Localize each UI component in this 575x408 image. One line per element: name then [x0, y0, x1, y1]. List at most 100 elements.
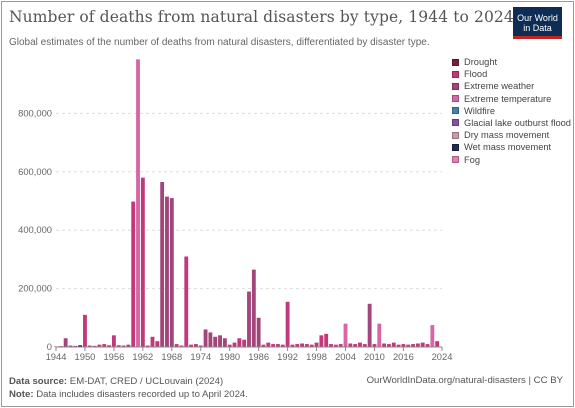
bar-1956[interactable]: [111, 335, 116, 347]
bar-2000[interactable]: [324, 333, 329, 347]
bar-1987[interactable]: [261, 344, 266, 347]
bar-1976[interactable]: [208, 332, 213, 347]
bar-1982[interactable]: [237, 338, 242, 347]
bar-1951[interactable]: [87, 345, 92, 347]
bar-1985[interactable]: [251, 269, 256, 347]
bar-2007[interactable]: [358, 342, 362, 347]
legend: Drought Flood Extreme weather Extreme tempe…: [452, 56, 571, 166]
bar-2009[interactable]: [367, 303, 372, 347]
note-label: Note:: [9, 389, 34, 400]
bar-2023[interactable]: [435, 341, 440, 347]
bar-1946[interactable]: [63, 338, 68, 347]
bar-2004[interactable]: [343, 323, 348, 347]
x-tick-label: 1950: [75, 351, 96, 362]
bar-1969[interactable]: [174, 344, 179, 347]
bar-1993[interactable]: [290, 344, 295, 347]
legend-item[interactable]: Flood: [452, 68, 571, 80]
bar-2019[interactable]: [415, 343, 420, 347]
legend-item[interactable]: Extreme temperature: [452, 93, 571, 105]
legend-item[interactable]: Fog: [452, 154, 571, 166]
bar-2013[interactable]: [386, 344, 391, 347]
bar-2016[interactable]: [401, 344, 406, 347]
bar-1988[interactable]: [266, 342, 271, 347]
bar-2001[interactable]: [329, 344, 333, 347]
legend-swatch: [452, 95, 459, 103]
bar-1971[interactable]: [184, 256, 189, 347]
bar-1980[interactable]: [227, 344, 232, 347]
legend-item[interactable]: Wildfire: [452, 105, 571, 117]
bar-2017[interactable]: [406, 344, 411, 347]
bar-1953[interactable]: [97, 344, 102, 347]
bar-1970[interactable]: [179, 345, 184, 347]
bar-1963[interactable]: [145, 345, 150, 347]
legend-item[interactable]: Drought: [452, 56, 571, 68]
bar-1968[interactable]: [169, 198, 174, 347]
bar-2006[interactable]: [353, 344, 358, 347]
legend-swatch: [452, 143, 459, 151]
legend-label: Wildfire: [464, 105, 495, 116]
bar-2020[interactable]: [420, 342, 425, 347]
bar-1979[interactable]: [222, 338, 227, 347]
bar-1954[interactable]: [102, 344, 107, 347]
source-text[interactable]: EM-DAT, CRED / UCLouvain (2024): [69, 376, 224, 387]
bar-1995[interactable]: [300, 343, 305, 347]
bar-1967[interactable]: [165, 196, 169, 347]
bar-1973[interactable]: [193, 344, 198, 347]
bar-1990[interactable]: [276, 344, 280, 347]
bar-1986[interactable]: [256, 317, 261, 347]
bar-2008[interactable]: [362, 344, 367, 347]
legend-item[interactable]: Wet mass movement: [452, 141, 571, 153]
bar-1996[interactable]: [304, 344, 309, 347]
owid-logo[interactable]: Our World in Data: [513, 7, 562, 39]
bar-2005[interactable]: [348, 343, 353, 347]
bar-1964[interactable]: [150, 336, 155, 347]
bar-1958[interactable]: [121, 345, 126, 347]
legend-item[interactable]: Glacial lake outburst flood: [452, 117, 571, 129]
bar-1962[interactable]: [140, 177, 145, 347]
bar-1957[interactable]: [116, 345, 121, 347]
bar-2014[interactable]: [391, 342, 396, 347]
bar-2015[interactable]: [396, 344, 401, 347]
bar-1974[interactable]: [198, 345, 203, 347]
bar-1955[interactable]: [107, 345, 112, 347]
bar-1975[interactable]: [203, 329, 208, 347]
bar-1994[interactable]: [295, 344, 300, 347]
bar-1981[interactable]: [232, 342, 237, 347]
bar-1991[interactable]: [280, 344, 285, 347]
bar-2010[interactable]: [372, 344, 377, 347]
bar-1960[interactable]: [131, 201, 136, 347]
x-tick-label: 1944: [46, 351, 67, 362]
bar-1999[interactable]: [319, 335, 324, 347]
bar-2002[interactable]: [333, 344, 338, 347]
bar-2003[interactable]: [338, 344, 343, 347]
bar-1977[interactable]: [213, 336, 218, 347]
bar-1983[interactable]: [242, 339, 247, 347]
bar-1959[interactable]: [126, 344, 131, 347]
bar-1997[interactable]: [309, 344, 314, 347]
bar-1952[interactable]: [92, 345, 97, 347]
bar-2012[interactable]: [382, 343, 387, 347]
bar-1972[interactable]: [189, 344, 194, 347]
bar-1948[interactable]: [73, 345, 78, 347]
bar-1998[interactable]: [314, 342, 319, 347]
bar-1989[interactable]: [271, 344, 276, 347]
bar-1949[interactable]: [78, 345, 83, 347]
bar-2011[interactable]: [377, 323, 382, 347]
bar-2021[interactable]: [425, 344, 430, 347]
bar-1950[interactable]: [83, 314, 87, 347]
bar-1984[interactable]: [247, 291, 251, 347]
bar-1965[interactable]: [155, 341, 160, 347]
x-tick-label: 2004: [335, 351, 356, 362]
bar-1947[interactable]: [68, 345, 73, 347]
x-tick-label: 1962: [132, 351, 153, 362]
footer-link[interactable]: OurWorldInData.org/natural-disasters | C…: [366, 375, 563, 386]
bar-1978[interactable]: [218, 335, 222, 347]
bar-1992[interactable]: [285, 301, 290, 347]
bar-2018[interactable]: [411, 344, 415, 347]
bar-1966[interactable]: [160, 182, 165, 347]
legend-item[interactable]: Extreme weather: [452, 80, 571, 92]
bar-1961[interactable]: [136, 59, 140, 347]
x-tick-label: 2010: [364, 351, 385, 362]
legend-item[interactable]: Dry mass movement: [452, 129, 571, 141]
bar-2022[interactable]: [430, 325, 435, 347]
